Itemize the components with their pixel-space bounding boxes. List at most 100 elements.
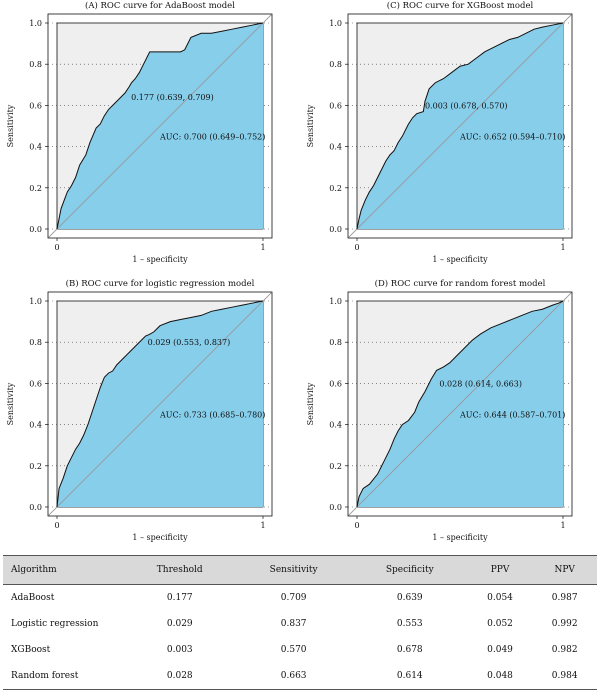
table-cell: 0.003: [166, 645, 193, 655]
table-row: AdaBoost 0.177 0.709 0.639 0.054 0.987: [3, 585, 597, 612]
x-axis-label: 1 – specificity: [432, 255, 488, 264]
table-cell: 0.639: [396, 593, 423, 603]
y-tick-label: 0.2: [29, 184, 42, 193]
header-sensitivity: Sensitivity: [235, 555, 352, 585]
y-tick-label: 1.0: [329, 19, 342, 28]
y-tick-label: 0.8: [329, 60, 342, 69]
table-cell: 0.052: [487, 619, 513, 629]
x-axis-label: 1 – specificity: [132, 255, 188, 264]
x-axis-label: 1 – specificity: [432, 533, 488, 542]
x-tick-label: 1: [560, 521, 565, 530]
threshold-annotation: 0.028 (0.614, 0.663): [439, 379, 522, 388]
table-cell: 0.570: [280, 645, 307, 655]
table-cell: 0.982: [551, 645, 578, 655]
table-row: Random forest 0.028 0.663 0.614 0.048 0.…: [3, 663, 597, 690]
table-cell: 0.028: [124, 663, 236, 690]
y-tick-label: 0.2: [329, 184, 342, 193]
roc-curve: [56, 22, 264, 230]
table-cell: 0.709: [280, 593, 307, 603]
table-cell: 0.614: [351, 663, 468, 690]
y-axis-label: Sensitivity: [306, 104, 315, 147]
reference-diagonal: [48, 292, 272, 516]
threshold-annotation: 0.177 (0.639, 0.709): [131, 93, 214, 102]
auc-annotation: AUC: 0.733 (0.685–0.780): [159, 410, 265, 419]
y-tick-label: 0.4: [29, 421, 42, 430]
y-tick-label: 0.4: [29, 143, 42, 152]
roc-chart-grid: 0.0 0.2 0.4 0.6 0.8 1.0 0 1 (A) ROC curve for Ad…: [6, 0, 573, 542]
roc-panel-4: 0.0 0.2 0.4 0.6 0.8 1.0 0 1 (D) ROC curve for ra…: [306, 278, 573, 542]
table-cell: 0.054: [487, 593, 513, 603]
table-cell: Random forest: [3, 663, 124, 690]
table-cell: 0.678: [396, 645, 423, 655]
y-tick-label: 0.4: [329, 143, 342, 152]
table-cell: Logistic regression: [11, 619, 99, 629]
x-axis-label: 1 – specificity: [132, 533, 188, 542]
x-tick-label: 0: [54, 521, 59, 530]
plot-frame: [47, 13, 273, 239]
y-tick-label: 0.0: [329, 225, 342, 234]
header-npv: NPV: [532, 555, 597, 585]
table-cell: 0.992: [551, 619, 578, 629]
y-tick-label: 1.0: [29, 19, 42, 28]
table-cell: XGBoost: [11, 645, 51, 655]
y-axis-label: Sensitivity: [306, 382, 315, 425]
y-tick-label: 0.0: [29, 225, 42, 234]
x-tick-label: 0: [354, 521, 359, 530]
table-cell: 0.029: [166, 619, 193, 629]
y-tick-label: 0.8: [329, 338, 342, 347]
auc-annotation: AUC: 0.700 (0.649–0.752): [159, 132, 265, 141]
x-tick-label: 1: [260, 243, 265, 252]
roc-curve: [356, 300, 564, 508]
table-cell: 0.049: [487, 645, 513, 655]
table-cell: 0.987: [551, 593, 578, 603]
threshold-annotation: 0.029 (0.553, 0.837): [148, 338, 231, 347]
table-cell: AdaBoost: [11, 593, 55, 603]
table-cell: 0.984: [532, 663, 597, 690]
header-specificity: Specificity: [351, 555, 468, 585]
roc-panel-3: 0.0 0.2 0.4 0.6 0.8 1.0 0 1 (B) ROC curve for lo…: [6, 278, 273, 542]
y-axis-label: Sensitivity: [6, 382, 15, 425]
plot-frame: [347, 13, 573, 239]
table-cell: 0.837: [280, 619, 307, 629]
table-cell: 0.663: [235, 663, 352, 690]
y-tick-label: 0.0: [329, 503, 342, 512]
y-tick-label: 0.6: [329, 379, 342, 388]
reference-diagonal: [348, 292, 572, 516]
reference-diagonal: [348, 14, 572, 238]
y-tick-label: 0.6: [329, 101, 342, 110]
reference-diagonal: [48, 14, 272, 238]
y-tick-label: 1.0: [329, 297, 342, 306]
header-algorithm: Algorithm: [3, 555, 124, 585]
table-row: XGBoost 0.003 0.570 0.678 0.049 0.982: [3, 637, 597, 663]
chart-title: (B) ROC curve for logistic regression mo…: [66, 278, 255, 289]
roc-panel-1: 0.0 0.2 0.4 0.6 0.8 1.0 0 1 (A) ROC curve for Ad…: [6, 0, 273, 264]
table-cell: 0.553: [396, 619, 423, 629]
table-cell: 0.048: [467, 663, 533, 690]
table-header-row: Algorithm Threshold Sensitivity Specific…: [3, 555, 597, 585]
x-tick-label: 0: [354, 243, 359, 252]
y-tick-label: 0.6: [29, 101, 42, 110]
chart-title: (A) ROC curve for AdaBoost model: [85, 0, 235, 11]
y-tick-label: 0.4: [329, 421, 342, 430]
plot-frame: [347, 291, 573, 517]
threshold-annotation: 0.003 (0.678, 0.570): [425, 101, 508, 110]
plot-frame: [47, 291, 273, 517]
roc-curve: [56, 300, 264, 508]
y-tick-label: 0.8: [29, 338, 42, 347]
x-tick-label: 1: [560, 243, 565, 252]
auc-annotation: AUC: 0.652 (0.594–0.710): [459, 132, 565, 141]
y-tick-label: 0.2: [29, 462, 42, 471]
y-axis-label: Sensitivity: [6, 104, 15, 147]
table-cell: 0.177: [166, 593, 193, 603]
y-tick-label: 0.6: [29, 379, 42, 388]
auc-annotation: AUC: 0.644 (0.587–0.701): [459, 410, 565, 419]
chart-title: (C) ROC curve for XGBoost model: [387, 0, 534, 11]
roc-panel-2: 0.0 0.2 0.4 0.6 0.8 1.0 0 1 (C) ROC curve for XG…: [306, 0, 573, 264]
x-tick-label: 0: [54, 243, 59, 252]
roc-curve: [356, 22, 564, 230]
header-ppv: PPV: [467, 555, 533, 585]
y-tick-label: 0.8: [29, 60, 42, 69]
chart-title: (D) ROC curve for random forest model: [375, 278, 546, 289]
y-tick-label: 1.0: [29, 297, 42, 306]
results-table: Algorithm Threshold Sensitivity Specific…: [3, 555, 597, 690]
